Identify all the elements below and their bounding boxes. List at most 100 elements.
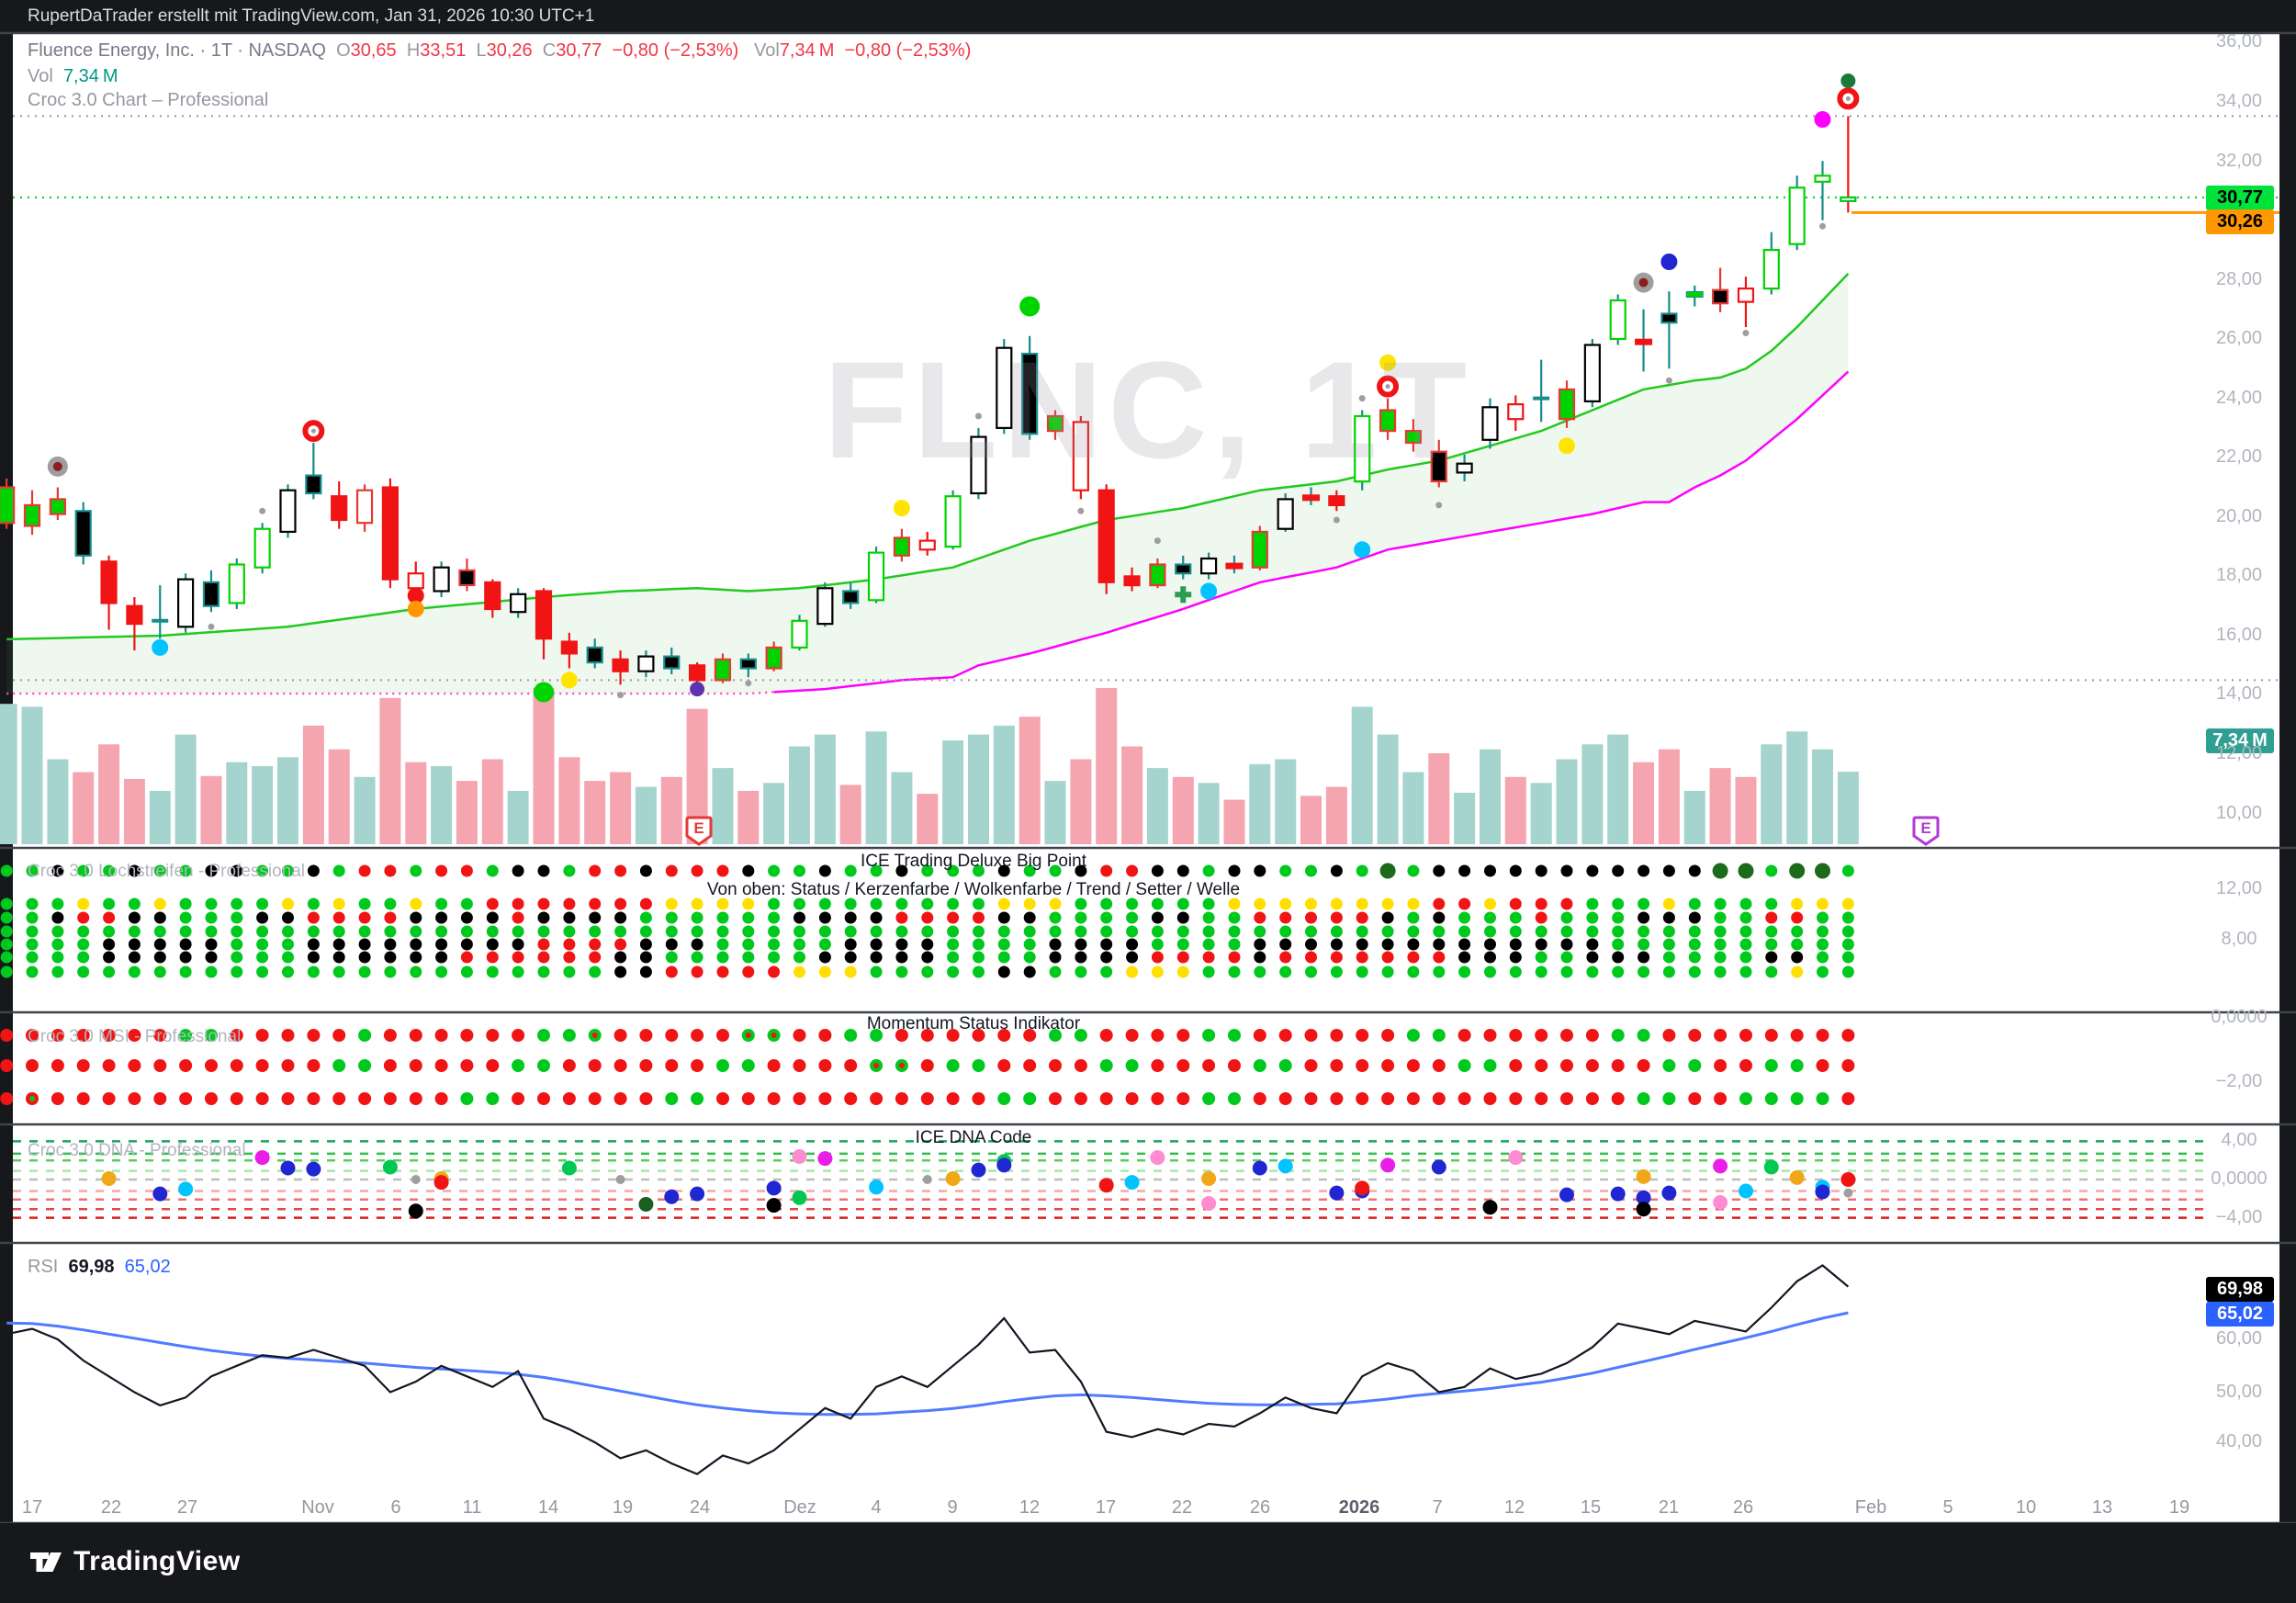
- dna-dot: [178, 1181, 194, 1197]
- msi-dot: [1764, 1059, 1778, 1072]
- msi-dot: [691, 1029, 704, 1042]
- volume-bar: [1607, 734, 1629, 844]
- dna-dot: [561, 1160, 577, 1176]
- bigpoint-dot: [26, 911, 39, 924]
- dna-left-label[interactable]: Croc 3.0 DNA - Professional: [28, 1141, 246, 1160]
- msi-dot: [1228, 1059, 1241, 1072]
- bigpoint-dot: [1151, 911, 1164, 924]
- bigpoint-dot: [51, 965, 64, 978]
- bigpoint-dot: [512, 938, 524, 951]
- bigpoint-dot: [1075, 925, 1087, 938]
- bigpoint-dot: [358, 864, 371, 877]
- bigpoint-dot: [1484, 925, 1496, 938]
- bigpoint-dot: [1254, 951, 1266, 964]
- msi-dot: [1049, 1029, 1062, 1042]
- dna-dot: [1098, 1178, 1114, 1193]
- bigpoint-dot: [844, 965, 857, 978]
- msi-dot: [1714, 1092, 1728, 1105]
- bigpoint-dot: [231, 951, 243, 964]
- bigpoint-dot: [179, 938, 192, 951]
- bigpoint-dot: [1381, 897, 1394, 910]
- bigpoint-dot: [1049, 951, 1062, 964]
- candle-body: [944, 495, 962, 548]
- volume-row-value: 7,34 M: [62, 66, 118, 86]
- msi-dot: [1432, 1059, 1446, 1072]
- msi-dot: [844, 1092, 858, 1105]
- bigpoint-dot: [256, 911, 269, 924]
- bigpoint-dot: [256, 938, 269, 951]
- msi-dot: [205, 1092, 218, 1105]
- bigpoint-dot: [1765, 965, 1778, 978]
- chart-indicator-label[interactable]: Croc 3.0 Chart – Professional: [28, 90, 269, 110]
- dna-title: ICE DNA Code: [915, 1128, 1032, 1147]
- msi-dot: [1074, 1059, 1087, 1072]
- bigpoint-dot: [435, 897, 448, 910]
- msi-dot: [1023, 1029, 1037, 1042]
- bigpoint-dot: [1612, 938, 1625, 951]
- bigpoint-dot: [1586, 938, 1599, 951]
- bigpoint-dot: [1458, 938, 1471, 951]
- volume-bar: [456, 781, 478, 844]
- rsi-legend[interactable]: RSI 69,98 65,02: [28, 1257, 171, 1278]
- msi-dot: [691, 1092, 704, 1105]
- bigpoint-dot: [639, 897, 652, 910]
- bigpoint-dot: [512, 897, 524, 910]
- volume-bar: [712, 768, 734, 844]
- bigpoint-dot: [358, 925, 371, 938]
- msi-dot: [1662, 1029, 1676, 1042]
- bigpoint-dot: [486, 938, 499, 951]
- volume-bar: [763, 783, 785, 844]
- time-axis-tick: 22: [100, 1497, 122, 1518]
- bigpoint-dot: [1100, 897, 1113, 910]
- ohlc-low-label: L: [476, 40, 487, 61]
- graydot-marker: [1077, 507, 1085, 514]
- bigpoint-axis-tick: 8,00: [2221, 929, 2257, 949]
- bigpoint-dot: [537, 938, 550, 951]
- dna-dot: [1840, 1172, 1856, 1187]
- msi-left-label[interactable]: Croc 3.0 MSI - Professional: [28, 1027, 242, 1046]
- earnings-event-badge[interactable]: E: [1912, 816, 1940, 847]
- bigpoint-dot: [1791, 911, 1804, 924]
- bigpoint-dot: [282, 965, 294, 978]
- earnings-event-badge[interactable]: E: [685, 816, 713, 847]
- bigpoint-dot: [1100, 951, 1113, 964]
- bigpoint-dot: [486, 965, 499, 978]
- volume-row[interactable]: Vol 7,34 M: [28, 66, 118, 87]
- msi-dot: [76, 1059, 90, 1072]
- event-letter: E: [693, 819, 704, 837]
- msi-dot: [1330, 1029, 1344, 1042]
- bigpoint-left-label[interactable]: Croc 3.0 Lochstreifen - Professional: [28, 862, 306, 881]
- bigpoint-dot: [1638, 925, 1650, 938]
- msi-dot: [1125, 1029, 1139, 1042]
- bigpoint-dot: [1458, 965, 1471, 978]
- dna-dot: [280, 1160, 296, 1176]
- symbol-header-row[interactable]: Fluence Energy, Inc. · 1T · NASDAQ O30,6…: [28, 40, 971, 62]
- bigpoint-dot: [486, 911, 499, 924]
- bigpoint-dot: [742, 911, 755, 924]
- msi-dot: [307, 1092, 321, 1105]
- bigpoint-dot: [128, 864, 141, 877]
- bigpoint-dot: [614, 911, 627, 924]
- msi-dot: [997, 1059, 1011, 1072]
- msi-dot: [486, 1092, 500, 1105]
- bigpoint-dot: [1126, 938, 1139, 951]
- volume-bar: [1761, 744, 1783, 844]
- msi-dot: [1356, 1092, 1369, 1105]
- symbol-title[interactable]: Fluence Energy, Inc. · 1T · NASDAQ: [28, 40, 326, 61]
- bigpoint-dot: [256, 864, 269, 877]
- msi-dot: [332, 1029, 346, 1042]
- msi-dot: [409, 1092, 422, 1105]
- tradingview-brand-text[interactable]: TradingView: [73, 1546, 241, 1576]
- ohlc-open-value: 30,65: [350, 40, 397, 61]
- tradingview-logo-icon[interactable]: [28, 1543, 64, 1580]
- msi-dot: [1560, 1092, 1573, 1105]
- time-axis-tick: Nov: [301, 1497, 334, 1518]
- volume-bar: [1146, 768, 1168, 844]
- msi-dot: [1304, 1029, 1318, 1042]
- red-donut-center: [1845, 96, 1851, 101]
- bigpoint-dot: [1279, 897, 1292, 910]
- msi-dot: [179, 1029, 193, 1042]
- bigpoint-dot: [1126, 925, 1139, 938]
- bigpoint-dot: [1841, 925, 1854, 938]
